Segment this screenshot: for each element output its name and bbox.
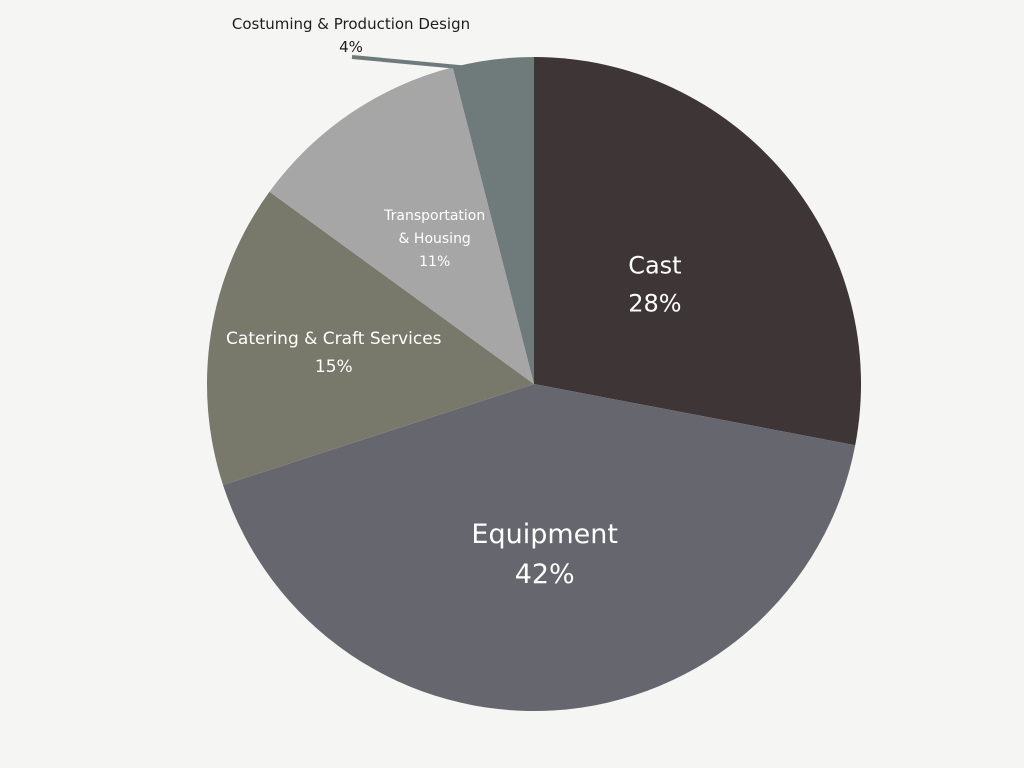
slice-value-label-cast: 28% xyxy=(628,289,681,317)
slice-value-label-costuming-and-production-design: 4% xyxy=(339,38,363,56)
slice-label-equipment: Equipment xyxy=(471,519,618,550)
slice-value-label-catering-and-craft-services: 15% xyxy=(315,357,353,377)
pie-slice-costuming-and-production-design xyxy=(452,57,534,384)
slice-label-cast: Cast xyxy=(628,251,681,279)
leader-line-costuming-and-production-design xyxy=(351,55,488,72)
pie-slice-cast xyxy=(534,56,862,446)
slice-label-transportation-and-housing: Transportation & Housing xyxy=(383,208,485,247)
pie-slice-transportation-and-housing xyxy=(269,67,534,385)
pie-slice-catering-and-craft-services xyxy=(206,191,534,486)
slice-value-label-equipment: 42% xyxy=(515,559,575,590)
slice-value-label-transportation-and-housing: 11% xyxy=(419,254,450,270)
slice-label-catering-and-craft-services: Catering & Craft Services xyxy=(226,329,442,349)
slice-label-costuming-and-production-design: Costuming & Production Design xyxy=(232,15,470,33)
pie-slice-equipment xyxy=(223,384,856,712)
